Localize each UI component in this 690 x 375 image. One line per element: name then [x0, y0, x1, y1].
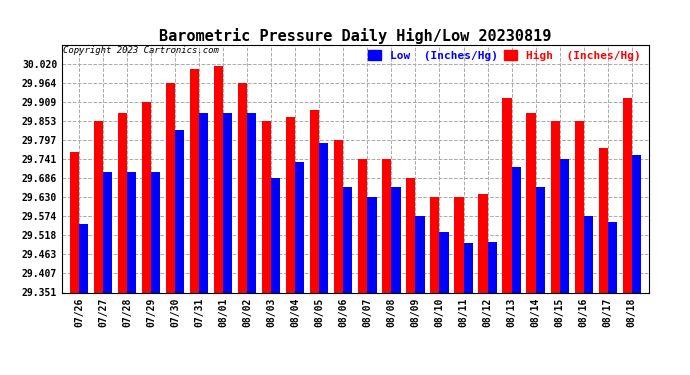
- Bar: [526, 113, 535, 292]
- Bar: [464, 243, 473, 292]
- Bar: [127, 172, 136, 292]
- Bar: [175, 130, 184, 292]
- Bar: [334, 140, 344, 292]
- Bar: [103, 172, 112, 292]
- Bar: [382, 159, 391, 292]
- Bar: [319, 142, 328, 292]
- Bar: [247, 113, 256, 292]
- Bar: [367, 197, 377, 292]
- Bar: [262, 121, 271, 292]
- Bar: [551, 121, 560, 292]
- Bar: [271, 178, 280, 292]
- Bar: [190, 69, 199, 292]
- Bar: [406, 178, 415, 292]
- Bar: [575, 121, 584, 292]
- Bar: [286, 117, 295, 292]
- Bar: [488, 242, 497, 292]
- Bar: [344, 187, 353, 292]
- Bar: [118, 113, 127, 292]
- Bar: [584, 216, 593, 292]
- Bar: [166, 83, 175, 292]
- Bar: [478, 194, 488, 292]
- Bar: [199, 113, 208, 292]
- Legend: Low  (Inches/Hg), High  (Inches/Hg): Low (Inches/Hg), High (Inches/Hg): [366, 48, 643, 63]
- Title: Barometric Pressure Daily High/Low 20230819: Barometric Pressure Daily High/Low 20230…: [159, 28, 551, 44]
- Bar: [223, 113, 233, 292]
- Bar: [511, 166, 521, 292]
- Bar: [142, 102, 151, 292]
- Bar: [535, 187, 545, 292]
- Bar: [415, 216, 424, 292]
- Bar: [151, 172, 160, 292]
- Bar: [560, 159, 569, 292]
- Bar: [70, 152, 79, 292]
- Bar: [79, 224, 88, 292]
- Bar: [440, 232, 449, 292]
- Bar: [622, 98, 632, 292]
- Bar: [431, 197, 440, 292]
- Bar: [391, 187, 400, 292]
- Bar: [502, 98, 511, 292]
- Bar: [358, 159, 367, 292]
- Bar: [94, 121, 103, 292]
- Bar: [608, 222, 617, 292]
- Bar: [310, 110, 319, 292]
- Bar: [632, 154, 641, 292]
- Text: Copyright 2023 Cartronics.com: Copyright 2023 Cartronics.com: [63, 46, 219, 55]
- Bar: [238, 83, 247, 292]
- Bar: [455, 197, 464, 292]
- Bar: [599, 148, 608, 292]
- Bar: [214, 66, 223, 292]
- Bar: [295, 162, 304, 292]
